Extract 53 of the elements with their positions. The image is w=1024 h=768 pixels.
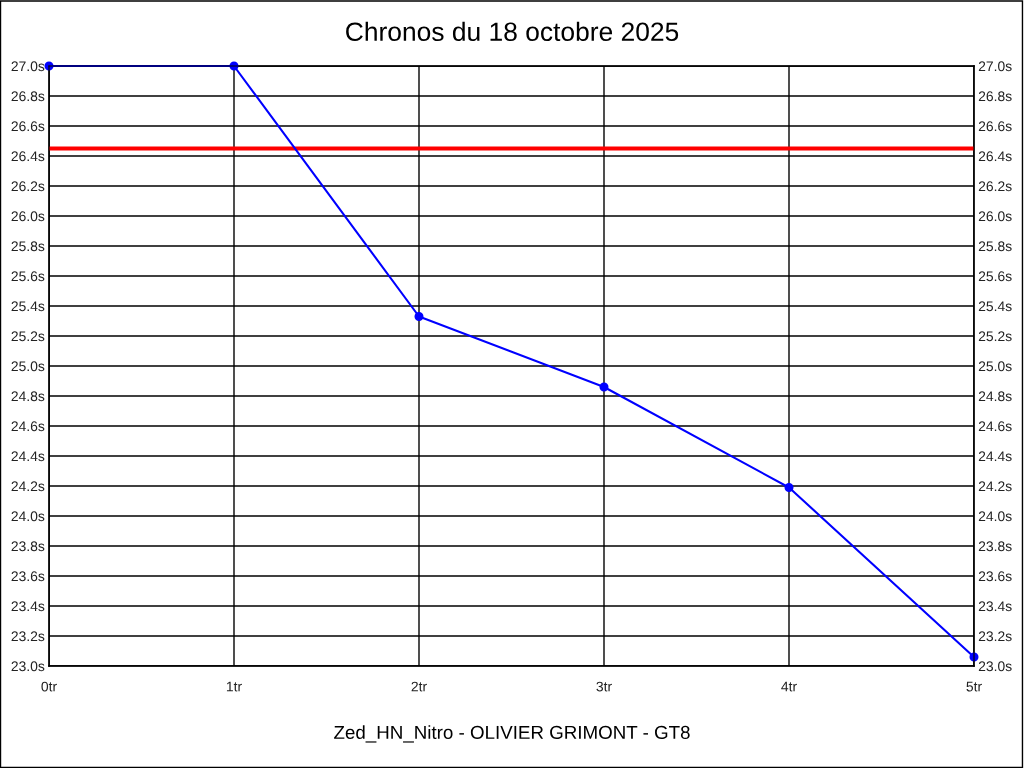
x-axis-title: Zed_HN_Nitro - OLIVIER GRIMONT - GT8 — [334, 725, 690, 743]
x-tick-label: 4tr — [781, 681, 797, 692]
x-tick-label: 1tr — [226, 681, 242, 692]
y2-tick-label: 26.8s — [978, 91, 1012, 102]
y2-tick-label: 24.8s — [978, 391, 1012, 402]
y2-tick-label: 24.4s — [978, 451, 1012, 462]
point — [599, 382, 609, 392]
y-tick-label: 25.8s — [11, 241, 45, 252]
x-tick-label: 3tr — [596, 681, 612, 692]
x-tick-label: 2tr — [411, 681, 427, 692]
y-tick-label: 24.8s — [11, 391, 45, 402]
y-tick-label: 24.0s — [11, 511, 45, 522]
y-tick-label: 27.0s — [11, 61, 45, 72]
y2-tick-label: 27.0s — [978, 61, 1012, 72]
y2-tick-label: 25.8s — [978, 241, 1012, 252]
y-tick-label: 24.2s — [11, 481, 45, 492]
x-tick-label: 5tr — [966, 681, 982, 692]
y2-tick-label: 23.8s — [978, 541, 1012, 552]
y-tick-label: 25.4s — [11, 301, 45, 312]
y-tick-label: 25.6s — [11, 271, 45, 282]
y-tick-label: 26.0s — [11, 211, 45, 222]
y-tick-label: 23.6s — [11, 571, 45, 582]
y2-tick-label: 23.2s — [978, 631, 1012, 642]
y2-tick-label: 23.4s — [978, 601, 1012, 612]
y2-tick-label: 25.6s — [978, 271, 1012, 282]
y-tick-label: 26.2s — [11, 181, 45, 192]
y2-tick-label: 26.4s — [978, 151, 1012, 162]
y-tick-label: 26.4s — [11, 151, 45, 162]
y-tick-label: 25.0s — [11, 361, 45, 372]
x-tick-label: 0tr — [41, 681, 57, 692]
y-tick-label: 26.6s — [11, 121, 45, 132]
point — [414, 311, 424, 322]
y2-tick-label: 24.6s — [978, 421, 1012, 432]
y-tick-label: 24.4s — [11, 451, 45, 462]
y2-tick-label: 24.2s — [978, 481, 1012, 492]
y2-tick-label: 23.0s — [978, 661, 1012, 672]
y-tick-label: 26.8s — [11, 91, 45, 102]
chart-title: Chronos du 18 octobre 2025 — [346, 21, 679, 42]
y-tick-label: 23.0s — [11, 661, 45, 672]
y2-tick-label: 26.2s — [978, 181, 1012, 192]
y-tick-label: 23.4s — [11, 601, 45, 612]
y-tick-label: 23.2s — [11, 631, 45, 642]
y2-tick-label: 25.2s — [978, 331, 1012, 342]
y2-tick-label: 26.0s — [978, 211, 1012, 222]
y-tick-label: 24.6s — [11, 421, 45, 432]
y-tick-label: 25.2s — [11, 331, 45, 342]
y2-tick-label: 26.6s — [978, 121, 1012, 132]
y-tick-label: 23.8s — [11, 541, 45, 552]
y2-tick-label: 25.4s — [978, 301, 1012, 312]
y2-tick-label: 25.0s — [978, 361, 1012, 372]
point — [784, 482, 794, 493]
y2-tick-label: 24.0s — [978, 511, 1012, 522]
y2-tick-label: 23.6s — [978, 571, 1012, 582]
